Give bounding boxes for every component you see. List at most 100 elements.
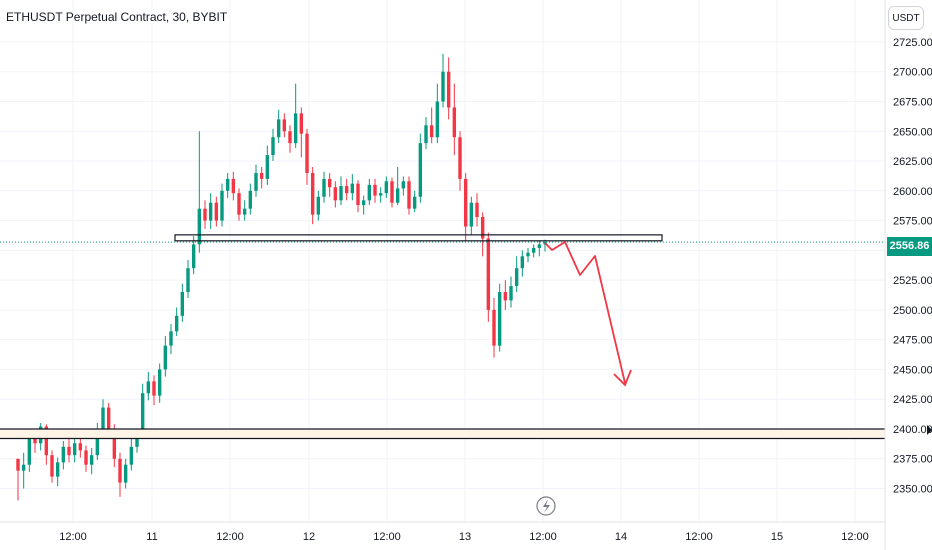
candle-body (480, 217, 485, 239)
y-tick-label: 2600.00 (893, 186, 932, 198)
x-tick-label: 12:00 (373, 531, 401, 543)
candle-body (418, 143, 423, 197)
candle-body (214, 202, 219, 221)
candle-body (180, 292, 185, 316)
x-tick-label: 11 (146, 531, 157, 543)
currency-button[interactable]: USDT (888, 6, 924, 30)
candle-body (135, 434, 139, 447)
x-tick-label: 12:00 (841, 531, 869, 543)
projection-path (544, 241, 626, 384)
candle-body (44, 426, 49, 456)
candle-body (61, 446, 66, 463)
candle-body (492, 309, 496, 346)
candle-body (316, 196, 321, 215)
candle-body (361, 200, 366, 206)
candle-body (282, 119, 287, 132)
candle-body (169, 331, 173, 346)
candle-body (486, 238, 491, 310)
y-tick-label: 2700.00 (893, 67, 932, 79)
candle-body (475, 202, 479, 218)
candle-body (16, 458, 20, 471)
candle-body (152, 381, 156, 396)
candle-body (514, 268, 519, 287)
y-tick-label: 2375.00 (893, 454, 932, 466)
candle-body (356, 183, 360, 206)
candle-body (186, 268, 190, 293)
candle-body (452, 107, 457, 138)
candles-series (16, 53, 547, 501)
candle-body (231, 178, 236, 194)
candle-body (310, 172, 315, 215)
candle-body (469, 202, 474, 227)
candle-body (424, 125, 428, 144)
candle-body (27, 438, 32, 465)
candle-body (95, 431, 100, 456)
candle-body (293, 113, 298, 144)
candle-body (123, 464, 128, 483)
lightning-icon[interactable] (536, 496, 556, 516)
y-tick-label: 2425.00 (893, 394, 932, 406)
candle-body (463, 178, 468, 227)
x-tick-label: 12 (303, 531, 315, 543)
x-tick-label: 12:00 (59, 531, 87, 543)
candle-body (497, 292, 502, 346)
time-axis: 12:00 11 12:00 12 12:00 13 12:00 14 12:00 15 12:00 (59, 531, 869, 543)
candle-body (384, 181, 389, 194)
candle-body (112, 428, 117, 459)
y-tick-label: 2400.00 (893, 424, 932, 436)
x-tick-label: 12:00 (685, 531, 713, 543)
candle-body (412, 196, 417, 209)
candle-body (378, 193, 383, 196)
candle-body (520, 256, 525, 269)
y-tick-label: 2500.00 (893, 305, 932, 317)
chart-title: ETHUSDT Perpetual Contract, 30, BYBIT (6, 10, 228, 24)
candle-body (458, 137, 462, 179)
candle-body (509, 286, 513, 301)
candle-body (248, 190, 253, 209)
candle-body (72, 443, 77, 456)
candle-body (208, 202, 213, 221)
y-tick-label: 2575.00 (893, 216, 932, 228)
candle-body (106, 407, 111, 429)
y-tick-label: 2675.00 (893, 96, 932, 108)
candle-body (21, 464, 26, 471)
projection-arrowhead (613, 369, 632, 387)
candle-body (322, 178, 326, 197)
y-tick-label: 2450.00 (893, 364, 932, 376)
candle-body (526, 252, 530, 257)
y-tick-label: 2725.00 (893, 37, 932, 49)
x-tick-label: 12:00 (216, 531, 244, 543)
candle-body (129, 446, 134, 465)
x-tick-label: 15 (771, 531, 783, 543)
candle-body (339, 186, 343, 201)
candle-body (157, 369, 162, 396)
candle-body (390, 181, 394, 203)
candle-body (395, 188, 400, 203)
candle-body (67, 446, 71, 456)
candle-body (242, 208, 247, 215)
candle-body (146, 381, 151, 394)
drawings-layer (0, 234, 885, 440)
support-band-fill (0, 428, 885, 439)
candle-body (407, 181, 411, 209)
x-tick-label: 12:00 (529, 531, 557, 543)
candle-body (118, 458, 122, 483)
candle-body (220, 190, 224, 221)
y-tick-label: 2650.00 (893, 126, 932, 138)
candle-body (89, 455, 94, 465)
candle-body (288, 131, 292, 144)
y-tick-label: 2525.00 (893, 275, 932, 287)
candle-body (401, 181, 406, 189)
candle-body (429, 125, 434, 138)
candle-body (276, 119, 281, 138)
candle-body (254, 172, 258, 191)
candle-body (78, 443, 83, 451)
candle-body (531, 247, 536, 253)
candle-body (441, 71, 445, 102)
candle-body (174, 315, 179, 332)
x-tick-label: 13 (459, 531, 471, 543)
candle-body (140, 393, 145, 435)
resistance-box (174, 234, 663, 242)
candle-body (299, 113, 304, 134)
